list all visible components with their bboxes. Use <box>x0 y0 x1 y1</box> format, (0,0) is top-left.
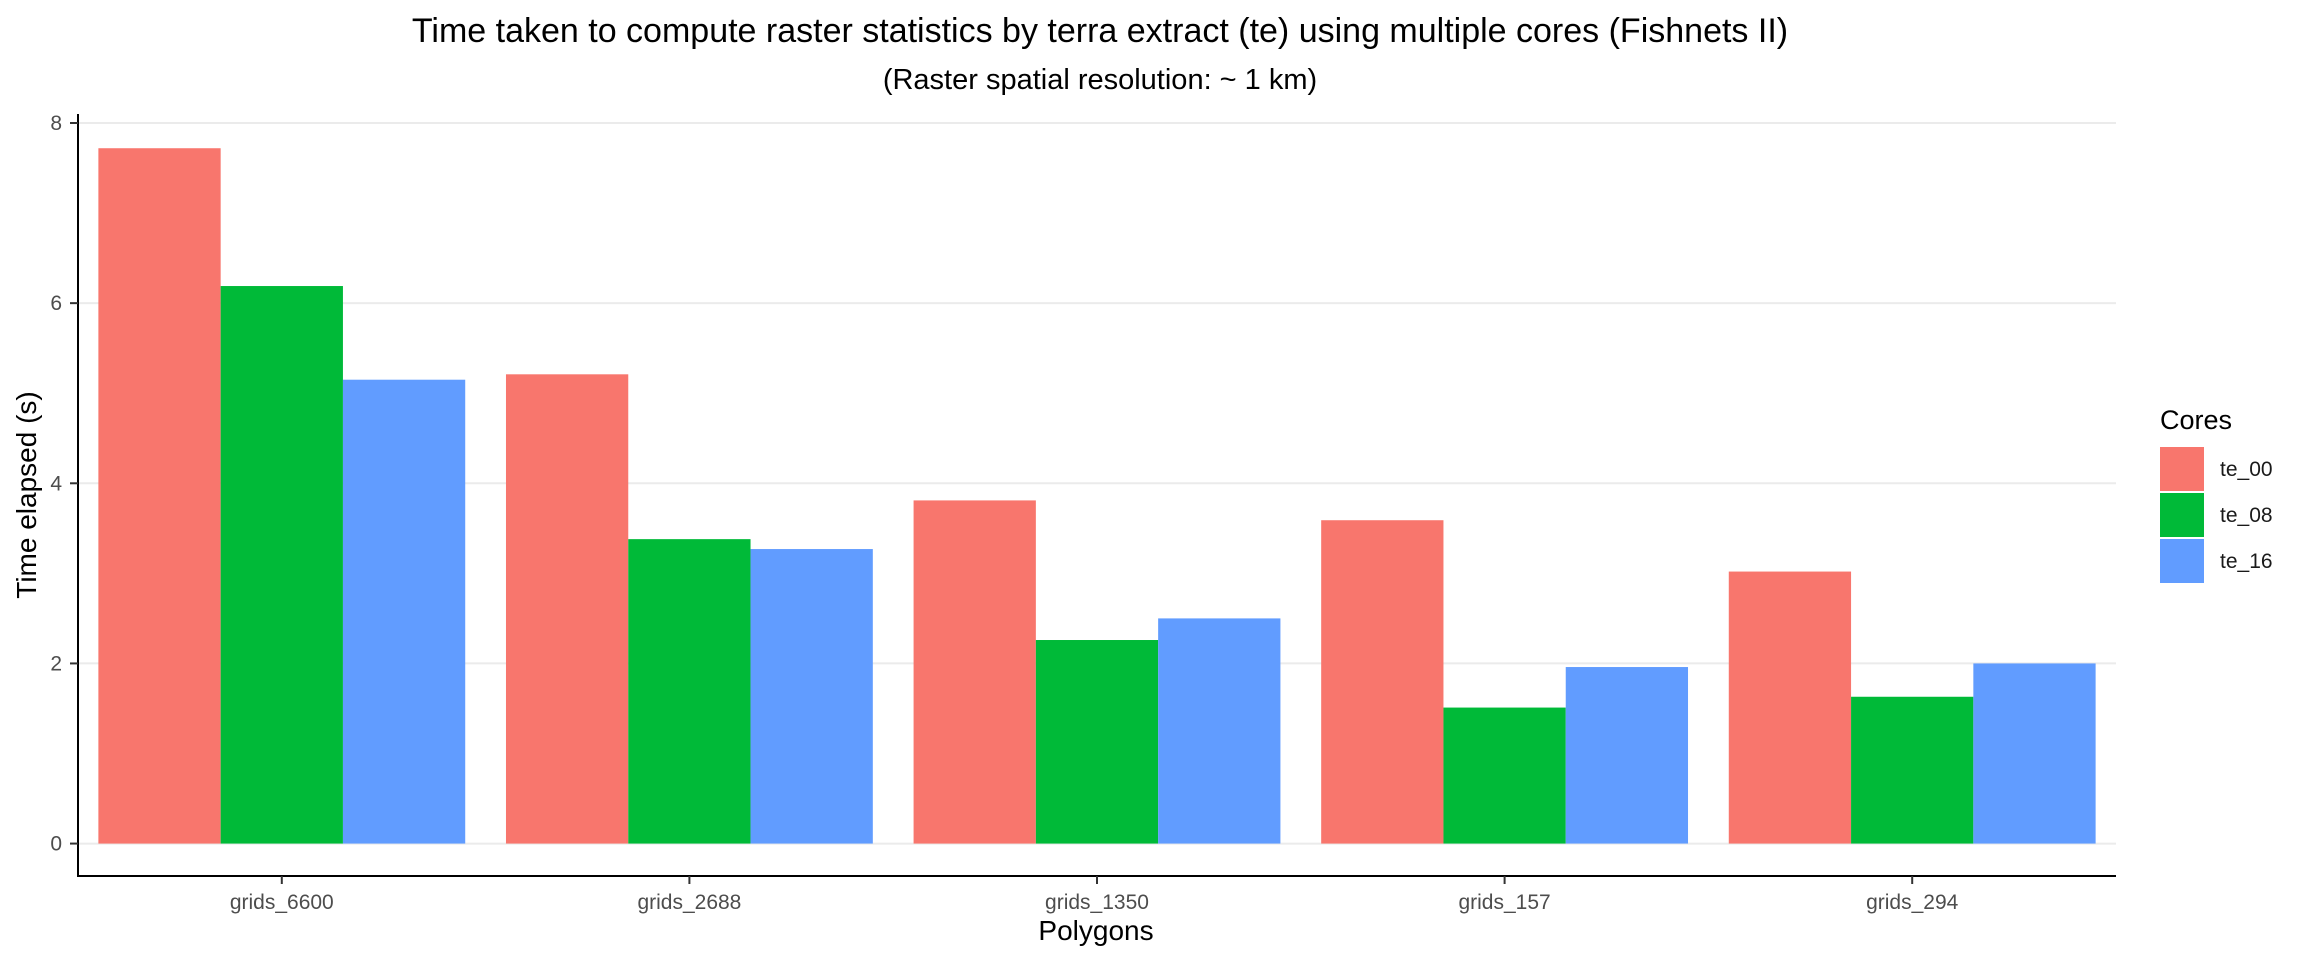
bar-te_08-grids_294 <box>1851 696 1974 844</box>
bar-te_00-grids_2688 <box>505 374 629 844</box>
x-tick-label: grids_1350 <box>1045 891 1149 914</box>
bar-te_08-grids_157 <box>1443 707 1566 844</box>
x-axis-title: Polygons <box>1038 915 1153 946</box>
y-tick-label: 0 <box>50 833 62 856</box>
legend-swatch-te_08 <box>2160 493 2204 537</box>
legend-swatch-te_00 <box>2160 447 2204 491</box>
bar-te_00-grids_157 <box>1321 520 1444 844</box>
bars <box>98 148 2096 844</box>
bar-te_00-grids_294 <box>1728 571 1852 844</box>
bar-te_16-grids_6600 <box>342 379 466 844</box>
legend-label-te_16: te_16 <box>2220 550 2273 573</box>
y-tick-label: 6 <box>50 292 62 315</box>
y-tick-label: 8 <box>50 112 62 135</box>
x-tick-label: grids_157 <box>1458 891 1550 914</box>
bar-te_16-grids_294 <box>1973 663 2096 844</box>
x-tick-label: grids_2688 <box>637 891 741 914</box>
bar-te_08-grids_2688 <box>628 539 751 844</box>
bar-te_08-grids_1350 <box>1035 640 1159 844</box>
bar-te_08-grids_6600 <box>220 286 343 844</box>
x-ticks: grids_6600 grids_2688 grids_1350 grids_157 g… <box>230 876 1959 914</box>
y-tick-label: 4 <box>50 472 62 495</box>
legend: Cores te_00 te_08 te_16 <box>2160 405 2273 583</box>
bar-te_16-grids_1350 <box>1158 618 1281 844</box>
x-tick-label: grids_6600 <box>230 891 334 914</box>
x-tick-label: grids_294 <box>1866 891 1959 914</box>
legend-title: Cores <box>2160 405 2232 435</box>
bar-te_00-grids_1350 <box>913 500 1036 844</box>
legend-label-te_00: te_00 <box>2220 458 2273 481</box>
bar-te_16-grids_157 <box>1565 667 1689 844</box>
chart-title: Time taken to compute raster statistics … <box>412 12 1788 50</box>
chart-subtitle: (Raster spatial resolution: ~ 1 km) <box>883 64 1317 96</box>
y-tick-label: 2 <box>50 652 62 675</box>
legend-items: te_00 te_08 te_16 <box>2160 447 2273 583</box>
y-axis-title: Time elapsed (s) <box>11 391 42 598</box>
bar-te_16-grids_2688 <box>750 549 873 844</box>
legend-label-te_08: te_08 <box>2220 504 2273 527</box>
legend-swatch-te_16 <box>2160 539 2204 583</box>
y-ticks: 0 2 4 6 8 <box>50 112 78 856</box>
bar-te_00-grids_6600 <box>98 148 221 844</box>
